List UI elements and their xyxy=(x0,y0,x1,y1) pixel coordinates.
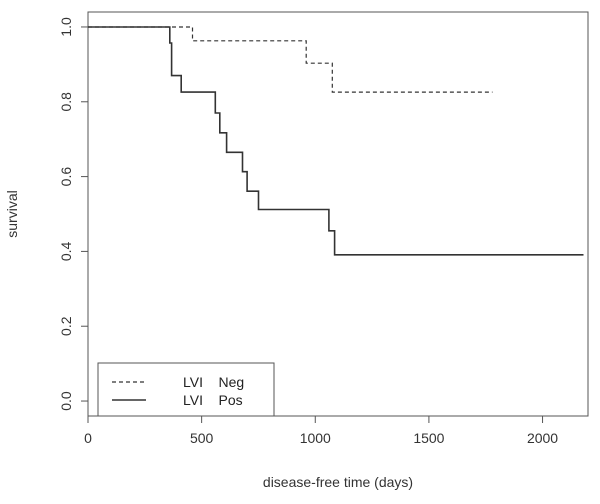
y-tick-label: 0.8 xyxy=(58,92,74,112)
y-tick-label: 0.0 xyxy=(58,391,74,411)
x-axis-title: disease-free time (days) xyxy=(263,474,413,490)
x-tick-label: 500 xyxy=(190,430,214,446)
x-tick-label: 1500 xyxy=(413,430,444,446)
plot-frame xyxy=(87,11,589,417)
plot-frame-group xyxy=(87,11,589,417)
series-layer xyxy=(88,26,584,256)
y-tick-label: 0.2 xyxy=(58,316,74,336)
legend-label-pos: LVI Pos xyxy=(183,392,243,408)
legend: LVI Neg LVI Pos xyxy=(97,362,275,417)
series-line-lvi-pos xyxy=(88,26,584,256)
y-axis-title: survival xyxy=(4,190,20,237)
x-tick-label: 1000 xyxy=(300,430,331,446)
y-tick-label: 1.0 xyxy=(58,17,74,37)
legend-box xyxy=(97,362,275,417)
y-tick-label: 0.6 xyxy=(58,167,74,187)
x-axis: 0 500 1000 1500 2000 xyxy=(84,416,558,446)
x-tick-label: 2000 xyxy=(527,430,558,446)
series-line-lvi-neg xyxy=(88,26,493,93)
y-tick-label: 0.4 xyxy=(58,241,74,261)
legend-label-neg: LVI Neg xyxy=(183,374,244,390)
x-tick-label: 0 xyxy=(84,430,92,446)
y-axis: 0.0 0.2 0.4 0.6 0.8 1.0 xyxy=(58,17,88,411)
